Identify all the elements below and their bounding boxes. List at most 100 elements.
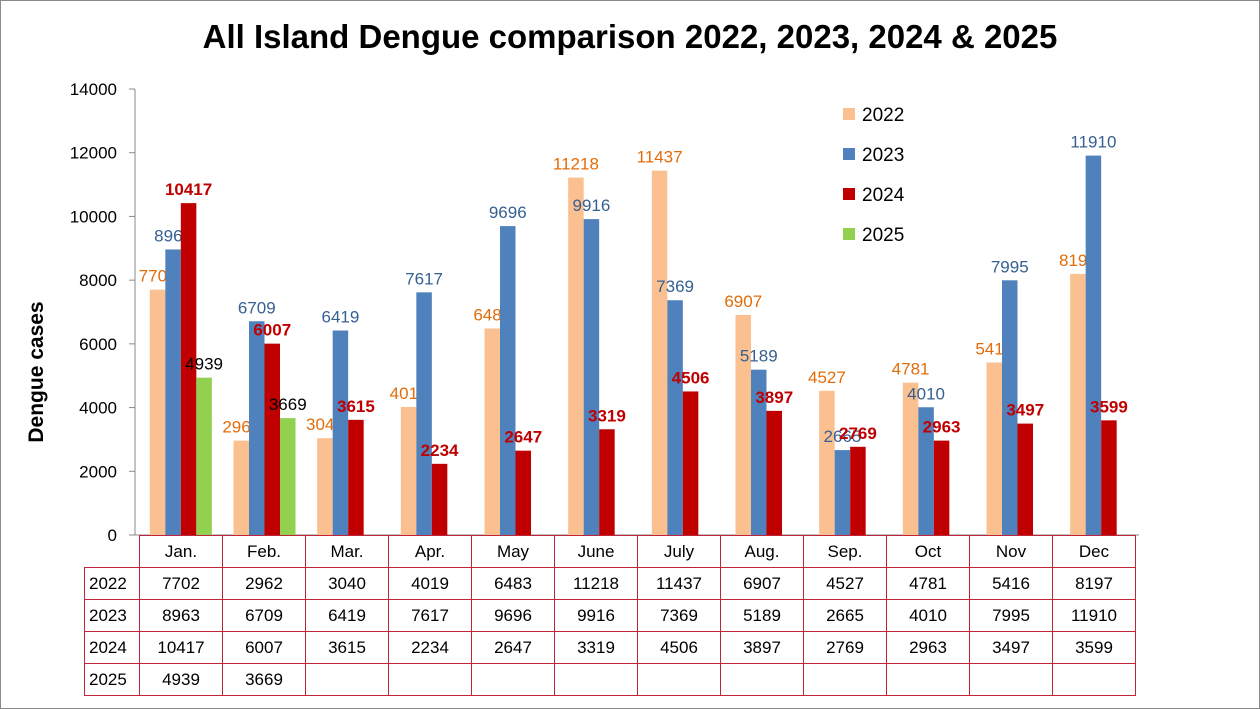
legend-swatch-2023 bbox=[843, 148, 855, 160]
bar-2023 bbox=[918, 407, 934, 535]
bar-2023 bbox=[332, 330, 349, 535]
table-cell: 11218 bbox=[554, 567, 638, 600]
data-label-2024: 3599 bbox=[1090, 397, 1128, 416]
bar-2023 bbox=[1002, 280, 1018, 535]
table-row-label: 2024 bbox=[84, 631, 140, 664]
y-tick-label: 8000 bbox=[79, 271, 117, 290]
table-header-cell: Jan. bbox=[139, 535, 223, 568]
table-cell: 3319 bbox=[554, 631, 638, 664]
table-cell: 2963 bbox=[886, 631, 970, 664]
y-tick-label: 6000 bbox=[79, 335, 117, 354]
table-header-cell: Feb. bbox=[222, 535, 306, 568]
table-cell: 6709 bbox=[222, 599, 306, 632]
table-cell: 7995 bbox=[969, 599, 1053, 632]
table-header-cell: Apr. bbox=[388, 535, 472, 568]
table-cell: 3669 bbox=[222, 663, 306, 696]
table-row-2025: 2025 4939 3669 bbox=[84, 663, 1136, 696]
data-label-2022: 11218 bbox=[553, 155, 599, 174]
data-label-2023: 11910 bbox=[1070, 133, 1116, 152]
table-cell: 2647 bbox=[471, 631, 555, 664]
table-cell bbox=[637, 663, 721, 696]
bar-2022 bbox=[233, 440, 249, 535]
table-cell: 2665 bbox=[803, 599, 887, 632]
data-label-2023: 4010 bbox=[907, 384, 945, 403]
table-cell: 7617 bbox=[388, 599, 472, 632]
data-label-2022: 4527 bbox=[808, 368, 846, 387]
data-label-2024: 3497 bbox=[1006, 401, 1044, 420]
legend-swatch-2024 bbox=[843, 188, 855, 200]
bar-2024 bbox=[515, 450, 531, 535]
table-header-row: Jan. Feb. Mar. Apr. May June July Aug. Sep. Oct No… bbox=[85, 535, 1136, 568]
bar-2022 bbox=[400, 406, 417, 535]
table-cell: 11910 bbox=[1052, 599, 1136, 632]
legend-label-2022: 2022 bbox=[862, 105, 904, 126]
bar-2023 bbox=[500, 226, 516, 535]
y-tick-label: 12000 bbox=[70, 144, 117, 163]
legend-swatch-2022 bbox=[843, 108, 855, 120]
bar-2022 bbox=[651, 170, 668, 536]
table-cell: 4019 bbox=[388, 567, 472, 600]
bar-2023 bbox=[751, 369, 767, 535]
table-cell bbox=[471, 663, 555, 696]
data-label-2023: 5189 bbox=[740, 347, 778, 366]
y-tick-label: 4000 bbox=[79, 399, 117, 418]
data-label-2024: 3319 bbox=[588, 406, 626, 425]
table-row-2023: 2023 8963 6709 6419 7617 9696 9916 7369 5189 2665… bbox=[84, 599, 1136, 632]
table-cell: 9916 bbox=[554, 599, 638, 632]
legend-label-2023: 2023 bbox=[862, 145, 904, 166]
bar-2023 bbox=[416, 292, 432, 535]
table-header-cell: May bbox=[471, 535, 555, 568]
bar-2024 bbox=[348, 419, 364, 535]
bar-2024 bbox=[682, 391, 699, 535]
table-cell: 4939 bbox=[139, 663, 223, 696]
data-label-2023: 2665 bbox=[824, 427, 862, 446]
table-row-label: 2025 bbox=[84, 663, 140, 696]
table-cell: 11437 bbox=[637, 567, 721, 600]
legend-label-2024: 2024 bbox=[862, 185, 905, 206]
legend-swatch-2025 bbox=[843, 228, 855, 240]
bar-2022 bbox=[986, 362, 1002, 535]
table-cell: 9696 bbox=[471, 599, 555, 632]
data-label-2023: 7617 bbox=[405, 269, 443, 288]
data-label-2022: 11437 bbox=[637, 148, 683, 167]
bar-2023 bbox=[165, 249, 181, 536]
table-cell: 6007 bbox=[222, 631, 306, 664]
table-cell: 3497 bbox=[969, 631, 1053, 664]
table-cell: 6419 bbox=[305, 599, 389, 632]
y-tick-label: 10000 bbox=[70, 207, 117, 226]
legend-label-2025: 2025 bbox=[862, 225, 904, 246]
bar-2022 bbox=[902, 382, 919, 535]
table-header-cell: Nov bbox=[969, 535, 1053, 568]
data-label-2023: 6709 bbox=[238, 298, 276, 317]
table-cell: 3599 bbox=[1052, 631, 1136, 664]
table-cell: 3040 bbox=[305, 567, 389, 600]
table-row-label: 2022 bbox=[84, 567, 140, 600]
data-label-2024: 4506 bbox=[672, 368, 710, 387]
table-cell: 5416 bbox=[969, 567, 1053, 600]
table-cell bbox=[969, 663, 1053, 696]
bar-2022 bbox=[149, 289, 166, 535]
data-label-2023: 6419 bbox=[322, 308, 360, 327]
table-cell: 8963 bbox=[139, 599, 223, 632]
table-cell: 5189 bbox=[720, 599, 804, 632]
y-tick-label: 14000 bbox=[70, 80, 117, 99]
bar-2023 bbox=[834, 450, 851, 535]
bar-2024 bbox=[264, 343, 280, 535]
chart-title: All Island Dengue comparison 2022, 2023,… bbox=[202, 18, 1058, 55]
table-cell bbox=[1052, 663, 1136, 696]
data-label-2024: 6007 bbox=[253, 321, 291, 340]
bar-2022 bbox=[1070, 273, 1086, 535]
data-label-2023: 9696 bbox=[489, 203, 527, 222]
data-label-2023: 9916 bbox=[573, 196, 611, 215]
y-tick-label: 2000 bbox=[79, 462, 117, 481]
bar-2024 bbox=[1017, 423, 1033, 535]
table-row-2024: 2024 10417 6007 3615 2234 2647 3319 4506 3897 276… bbox=[84, 631, 1136, 664]
bar-2022 bbox=[568, 177, 584, 535]
table-header-cell: Aug. bbox=[720, 535, 804, 568]
table-cell bbox=[305, 663, 389, 696]
data-label-2022: 4781 bbox=[892, 360, 930, 379]
bar-2023 bbox=[249, 321, 265, 535]
table-cell: 6907 bbox=[720, 567, 804, 600]
table-cell: 3615 bbox=[305, 631, 389, 664]
bar-2024 bbox=[766, 410, 782, 535]
